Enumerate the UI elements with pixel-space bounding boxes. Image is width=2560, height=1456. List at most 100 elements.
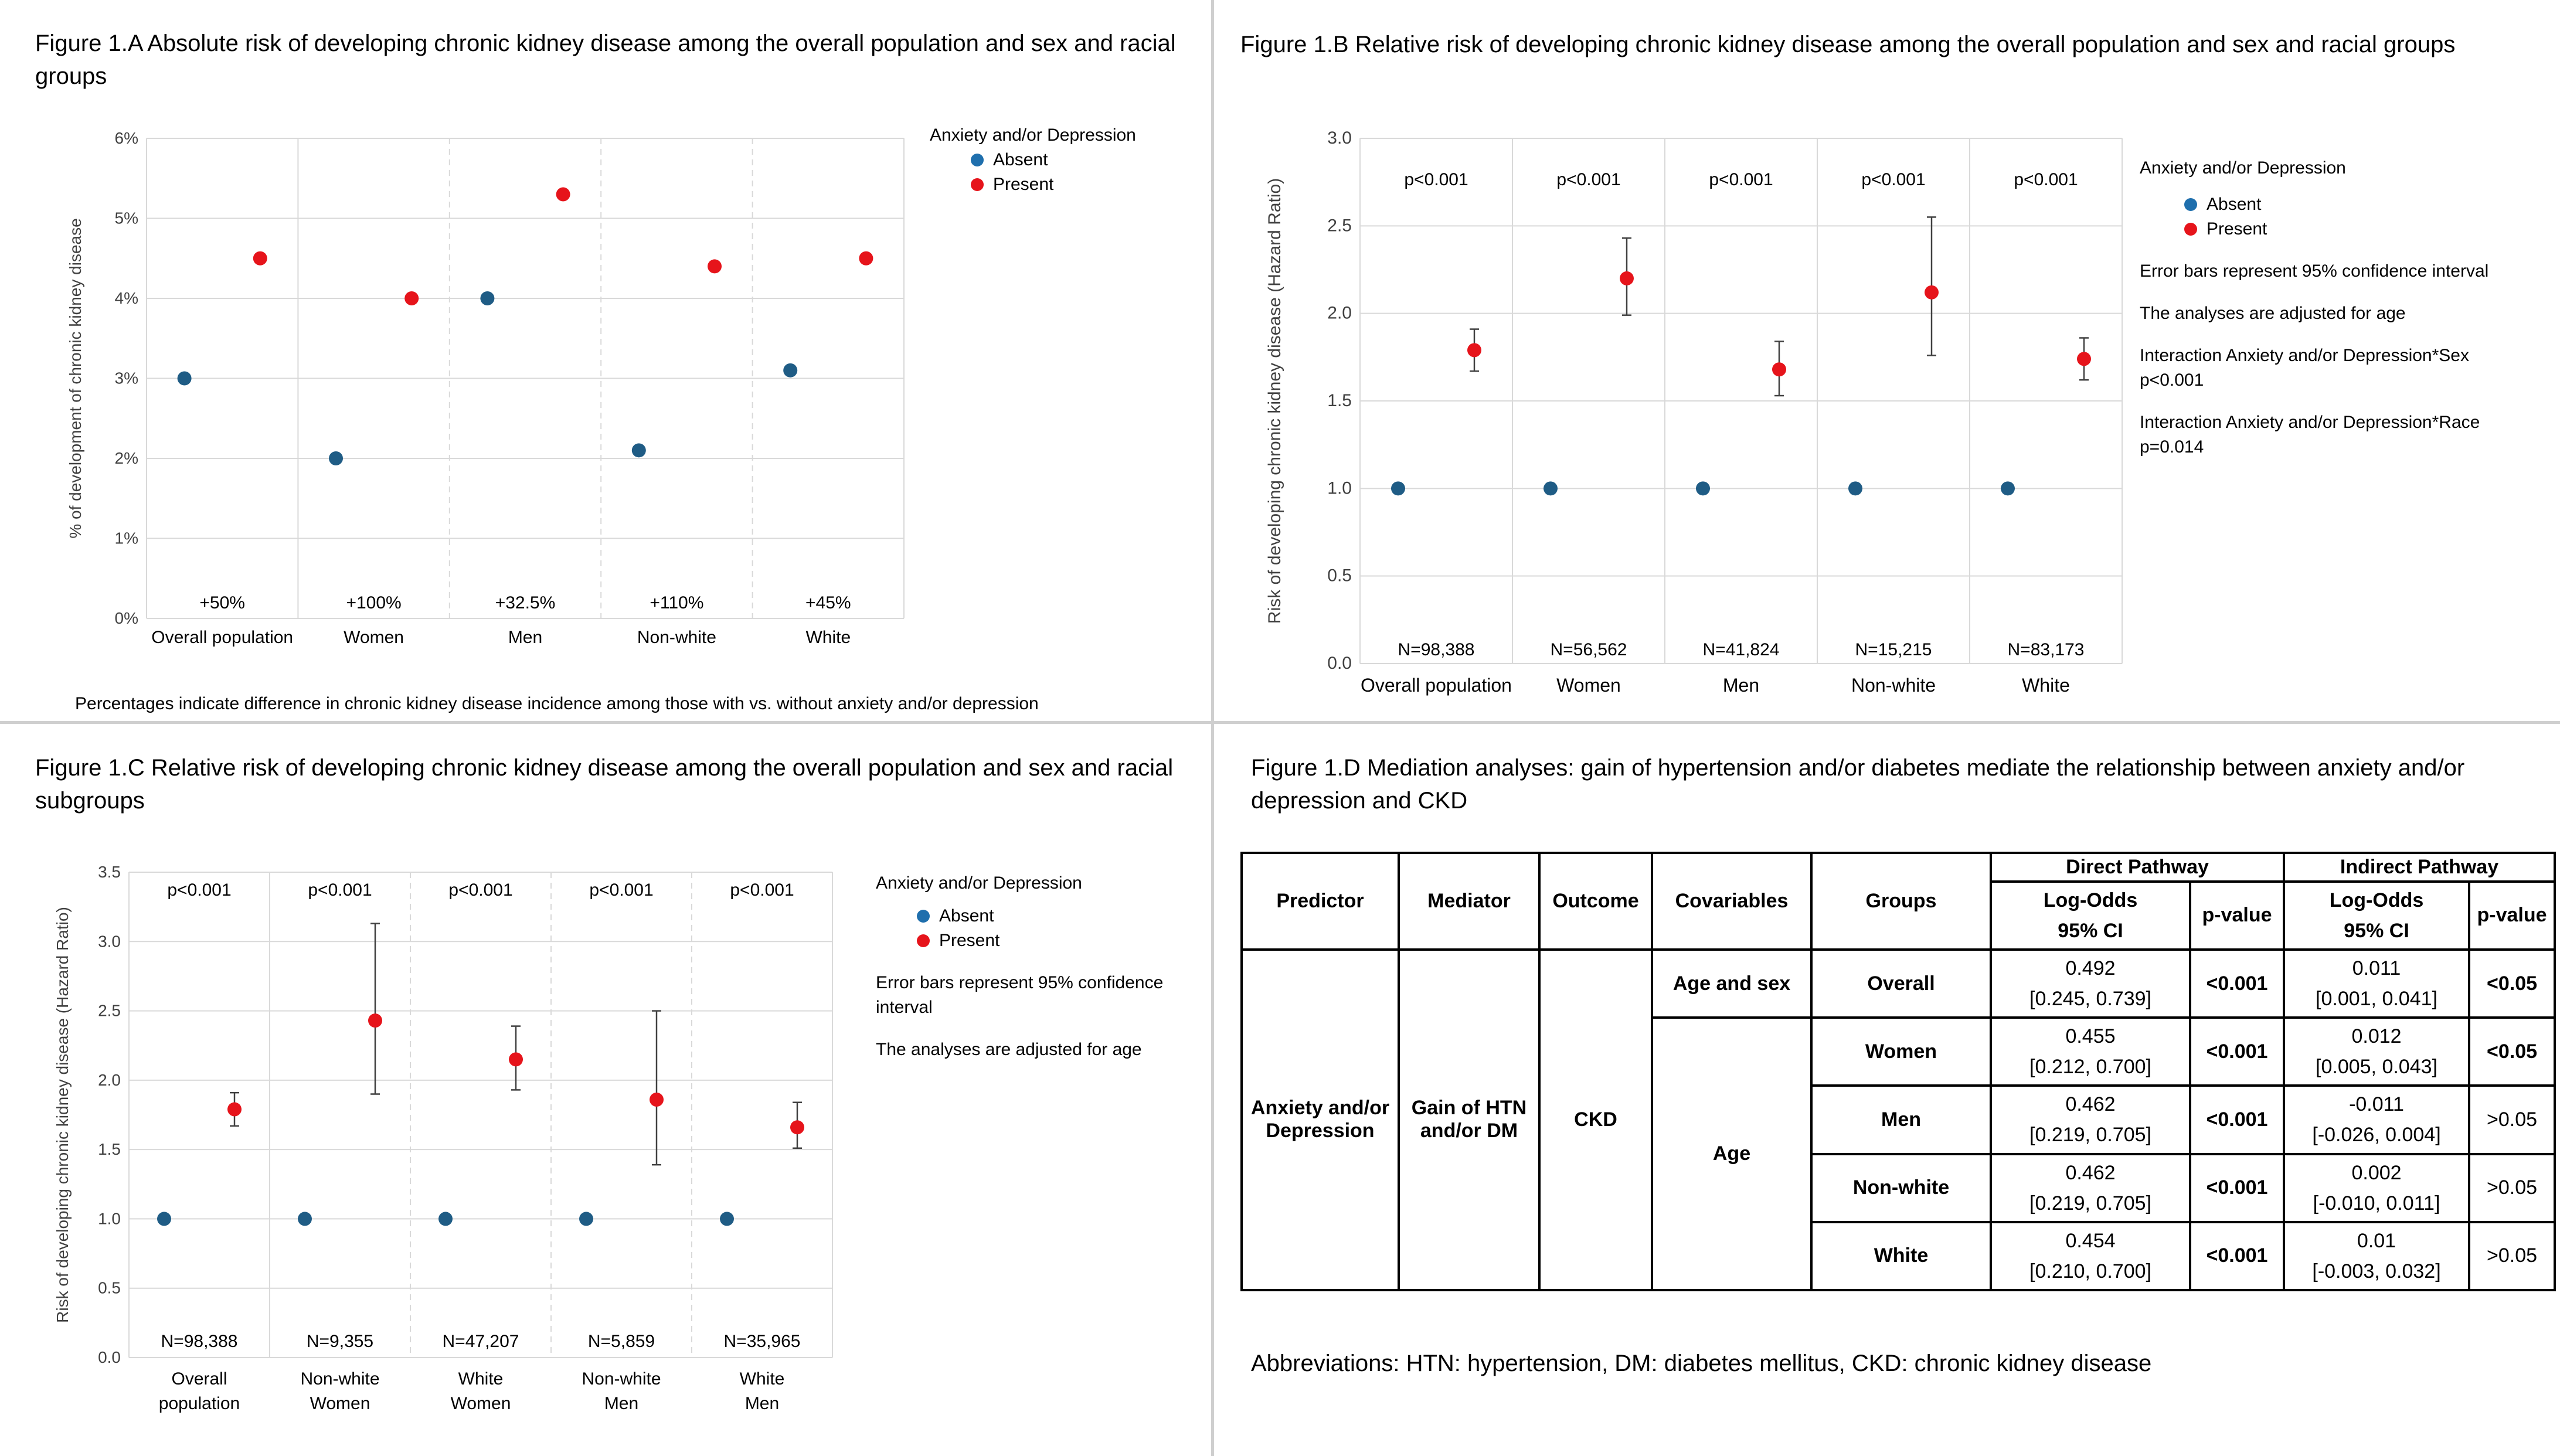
legend-label: Absent	[939, 906, 994, 926]
cell-indirect-p: >0.05	[2468, 1152, 2556, 1223]
table-subheader-row: Log-Odds 95% CI p-value Log-Odds 95% CI p-…	[1242, 880, 2556, 951]
x-category-label: Women	[344, 628, 404, 647]
x-category-label: Women	[451, 1394, 511, 1413]
legend-title: Anxiety and/or Depression	[930, 125, 1136, 145]
header-mediator: Mediator	[1398, 852, 1541, 951]
present-marker-icon	[2184, 223, 2197, 236]
difference-label: +32.5%	[495, 593, 556, 613]
data-point-present	[2077, 352, 2091, 366]
cell-predictor: Anxiety and/or Depression	[1240, 948, 1400, 1292]
legend-item-absent: Absent	[2140, 192, 2527, 217]
y-tick-label: 1%	[115, 529, 138, 547]
present-marker-icon	[971, 178, 984, 191]
legend-label: Present	[2207, 219, 2267, 239]
cell-group: White	[1810, 1220, 1992, 1292]
cell-indirect-p: >0.05	[2468, 1220, 2556, 1292]
cell-direct-estimate: 0.455 [0.212, 0.700]	[1990, 1016, 2191, 1087]
note-adjusted: The analyses are adjusted for age	[876, 1040, 1142, 1059]
sample-size-label: N=9,355	[307, 1332, 373, 1351]
data-point-absent	[579, 1212, 593, 1226]
legend-label: Absent	[2207, 195, 2262, 214]
x-category-label: Non-white	[1851, 675, 1936, 696]
data-point-absent	[438, 1212, 453, 1226]
legend-item-present: Present	[2140, 217, 2527, 241]
header-predictor: Predictor	[1240, 852, 1400, 951]
p-value-label: p<0.001	[730, 880, 794, 900]
y-tick-label: 3.0	[1327, 128, 1352, 148]
difference-label: +110%	[650, 593, 703, 613]
header-indirect-logodds: Log-Odds 95% CI	[2283, 880, 2471, 951]
y-tick-label: 3.0	[98, 932, 121, 950]
data-point-absent	[631, 443, 646, 458]
note-error-bars: Error bars represent 95% confidence inte…	[2140, 261, 2489, 281]
cell-group: Women	[1810, 1016, 1992, 1087]
note-interaction-race: Interaction Anxiety and/or Depression*Ra…	[2140, 413, 2480, 457]
legend-label: Present	[993, 175, 1054, 194]
note-interaction-sex: Interaction Anxiety and/or Depression*Se…	[2140, 346, 2469, 390]
header-direct-logodds: Log-Odds 95% CI	[1990, 880, 2191, 951]
p-value-label: p<0.001	[589, 880, 653, 900]
x-category-label: Overall	[171, 1369, 227, 1389]
panel-b-title: Figure 1.B Relative risk of developing c…	[1240, 32, 2456, 57]
cell-indirect-estimate: 0.011 [0.001, 0.041]	[2283, 948, 2471, 1019]
panel-c-title: Figure 1.C Relative risk of developing c…	[35, 755, 1174, 814]
data-point-present	[227, 1102, 242, 1117]
y-tick-label: 3.5	[98, 863, 121, 881]
data-point-present	[404, 291, 419, 305]
p-value-label: p<0.001	[2014, 170, 2078, 189]
data-point-absent	[2001, 481, 2015, 496]
table-row: Men 0.462 [0.219, 0.705] <0.001 -0.011 [-0…	[1242, 1084, 2556, 1155]
y-tick-label: 2%	[115, 449, 138, 467]
x-category-label: Women	[1556, 675, 1621, 696]
table-header-row: Predictor Mediator Outcome Covariables G…	[1240, 852, 2556, 951]
difference-label: +100%	[346, 593, 401, 613]
header-groups: Groups	[1810, 852, 1992, 951]
p-value-label: p<0.001	[1709, 170, 1773, 189]
sample-size-label: N=47,207	[443, 1332, 519, 1351]
note-error-bars: Error bars represent 95% confidence inte…	[876, 973, 1164, 1017]
p-value-label: p<0.001	[1404, 170, 1468, 189]
y-axis-title: % of development of chronic kidney disea…	[66, 218, 84, 538]
panel-d-title: Figure 1.D Mediation analyses: gain of h…	[1251, 755, 2465, 814]
x-category-label: Men	[1723, 675, 1759, 696]
difference-label: +50%	[199, 593, 245, 613]
sample-size-label: N=41,824	[1703, 640, 1780, 659]
header-outcome: Outcome	[1538, 852, 1653, 951]
note-adjusted: The analyses are adjusted for age	[2140, 304, 2406, 323]
cell-indirect-estimate: 0.01 [-0.003, 0.032]	[2283, 1220, 2471, 1292]
legend-title: Anxiety and/or Depression	[2140, 158, 2346, 178]
y-axis-title: Risk of developing chronic kidney diseas…	[1265, 178, 1284, 624]
data-point-present	[1925, 285, 1939, 300]
chart-1b: 0.0 0.5 1.0 1.5 2.0 2.5 3.0 Risk of developing …	[1265, 128, 2123, 696]
data-point-present	[708, 259, 722, 274]
y-tick-label: 4%	[115, 289, 138, 307]
y-tick-label: 0.0	[98, 1348, 121, 1366]
cell-direct-estimate: 0.462 [0.219, 0.705]	[1990, 1084, 2191, 1155]
cell-direct-p: <0.001	[2188, 1016, 2286, 1087]
y-tick-label: 5%	[115, 209, 138, 227]
data-point-present	[1467, 343, 1481, 358]
cell-direct-p: <0.001	[2188, 1220, 2286, 1292]
data-point-absent	[1544, 481, 1558, 496]
data-point-present	[1620, 271, 1634, 285]
absent-marker-icon	[2184, 198, 2197, 211]
sample-size-label: N=35,965	[724, 1332, 801, 1351]
mediation-table: Predictor Mediator Outcome Covariables G…	[1240, 852, 2556, 1292]
y-tick-label: 2.5	[98, 1002, 121, 1020]
x-category-label: population	[159, 1394, 240, 1413]
x-category-label: Non-white	[582, 1369, 661, 1389]
data-point-present	[509, 1052, 523, 1067]
sample-size-label: N=83,173	[2008, 640, 2085, 659]
y-tick-label: 1.5	[1327, 391, 1352, 410]
p-value-label: p<0.001	[308, 880, 372, 900]
cell-covariable: Age	[1651, 1016, 1813, 1291]
absent-marker-icon	[971, 154, 984, 166]
y-tick-label: 3%	[115, 369, 138, 387]
absent-marker-icon	[917, 910, 930, 923]
legend-1b: Anxiety and/or Depression Absent Present…	[2140, 156, 2527, 460]
cell-direct-p: <0.001	[2188, 948, 2286, 1019]
data-point-present	[1772, 362, 1786, 377]
present-marker-icon	[917, 934, 930, 947]
x-category-label: Men	[508, 628, 542, 647]
x-category-label: White	[2022, 675, 2070, 696]
